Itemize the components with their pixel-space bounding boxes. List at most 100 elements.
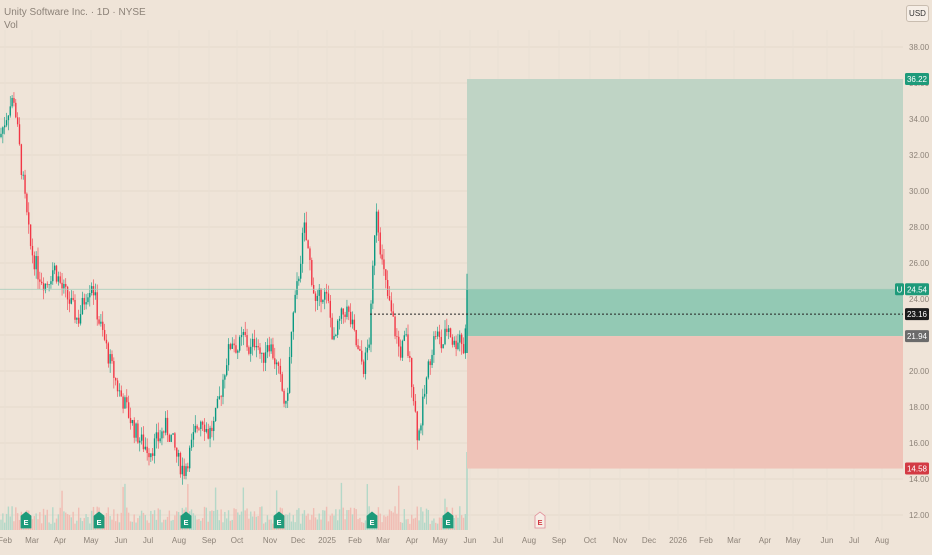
volume-bar	[118, 522, 121, 530]
symbol-title[interactable]: Unity Software Inc. · 1D · NYSE	[4, 7, 146, 18]
candle-body	[229, 344, 232, 349]
earnings-marker[interactable]	[273, 511, 285, 529]
volume-bar	[331, 513, 333, 530]
volume-bar	[159, 509, 161, 530]
price-axis[interactable]: 38.0036.0034.0032.0030.0028.0026.0024.00…	[895, 43, 930, 520]
volume-bar	[15, 507, 17, 530]
volume-bar	[190, 509, 193, 530]
time-tick-label: Nov	[263, 536, 277, 545]
time-axis[interactable]: Feb Mar Apr May Jun Jul Aug Sep Oct Nov Dec 2025 Feb…	[0, 536, 889, 545]
time-tick-label: May	[432, 536, 447, 545]
volume-bar	[422, 511, 424, 530]
candle-body	[303, 222, 306, 233]
candle-body	[348, 306, 350, 312]
candle-body	[140, 434, 143, 441]
volume-bar	[290, 521, 293, 530]
earnings-marker[interactable]	[180, 511, 192, 529]
candle-body	[322, 299, 324, 303]
candle-body	[411, 357, 413, 388]
volume-bar	[179, 514, 182, 530]
volume-bar	[311, 514, 313, 530]
candle-body	[76, 317, 78, 320]
candle-body	[181, 465, 183, 475]
price-lines	[0, 288, 903, 315]
volume-bar	[288, 512, 291, 530]
time-tick-label: Dec	[642, 536, 656, 545]
candle-body	[220, 396, 222, 398]
candle-body	[398, 336, 400, 347]
volume-bar	[52, 507, 54, 530]
candle-body	[362, 361, 365, 374]
candle-body	[44, 283, 47, 291]
chart-legend: Unity Software Inc. · 1D · NYSE Vol	[4, 6, 146, 32]
volume-bar	[338, 509, 341, 530]
price-label-current	[905, 283, 929, 296]
target-zone[interactable]	[467, 79, 903, 290]
volume-bar	[255, 516, 257, 530]
earnings-marker[interactable]	[366, 511, 378, 529]
price-tick-label: 18.00	[909, 403, 930, 412]
candle-body	[257, 345, 259, 348]
candle-body	[433, 336, 435, 355]
candle-body	[57, 276, 60, 282]
volume-bar	[222, 522, 224, 530]
candle-body	[98, 319, 100, 324]
profit-zone[interactable]	[467, 289, 903, 337]
earnings-marker[interactable]	[442, 511, 454, 529]
candle-body	[41, 281, 43, 284]
volume-bar	[303, 510, 306, 530]
currency-button[interactable]: USD	[906, 5, 929, 22]
volume-bar	[342, 507, 344, 530]
candle-body	[288, 356, 291, 393]
candle-body	[53, 265, 56, 271]
candle-body	[190, 439, 193, 448]
candle-body	[425, 377, 428, 394]
volume-bar	[431, 520, 433, 530]
candle-body	[205, 429, 208, 432]
candle-body	[436, 331, 439, 337]
stop-zone[interactable]	[467, 336, 903, 469]
volume-bar	[176, 511, 178, 530]
candle-body	[429, 361, 431, 366]
time-tick-label: Apr	[759, 536, 772, 545]
candle-body	[268, 345, 270, 352]
volume-bar	[50, 523, 52, 530]
volume-bar	[218, 520, 220, 530]
candle-body	[153, 438, 156, 456]
price-label-marker	[905, 308, 929, 321]
candle-body	[20, 144, 23, 175]
candle-body	[248, 347, 250, 354]
volume-bar	[115, 521, 117, 530]
candle-body	[309, 248, 311, 261]
volume-label[interactable]: Vol	[4, 20, 18, 31]
volume-bar	[344, 519, 346, 530]
volume-bar	[320, 519, 322, 530]
candle-body	[264, 352, 267, 363]
volume-bar	[0, 519, 2, 530]
volume-bar	[81, 521, 84, 530]
volume-bar	[113, 509, 115, 530]
volume-bar	[379, 513, 381, 530]
candle-body	[388, 295, 391, 301]
candle-body	[423, 393, 426, 397]
earnings-marker[interactable]	[20, 511, 32, 529]
volume-bar	[85, 514, 87, 530]
volume-bar	[163, 519, 165, 530]
time-tick-label: Sep	[552, 536, 567, 545]
candle-body	[63, 283, 65, 289]
candle-body	[296, 281, 298, 295]
candle-body	[192, 432, 195, 440]
volume-bar	[309, 519, 311, 530]
candle-body	[144, 446, 146, 450]
price-tick-label: 34.00	[909, 115, 930, 124]
volume-bar	[148, 522, 150, 530]
long-position-tool[interactable]	[467, 79, 903, 469]
earnings-marker[interactable]	[93, 511, 105, 529]
time-tick-label: Dec	[291, 536, 305, 545]
earnings-marker[interactable]	[534, 511, 546, 529]
candle-body	[133, 420, 135, 438]
candle-body	[357, 345, 359, 350]
candle-body	[238, 337, 241, 351]
